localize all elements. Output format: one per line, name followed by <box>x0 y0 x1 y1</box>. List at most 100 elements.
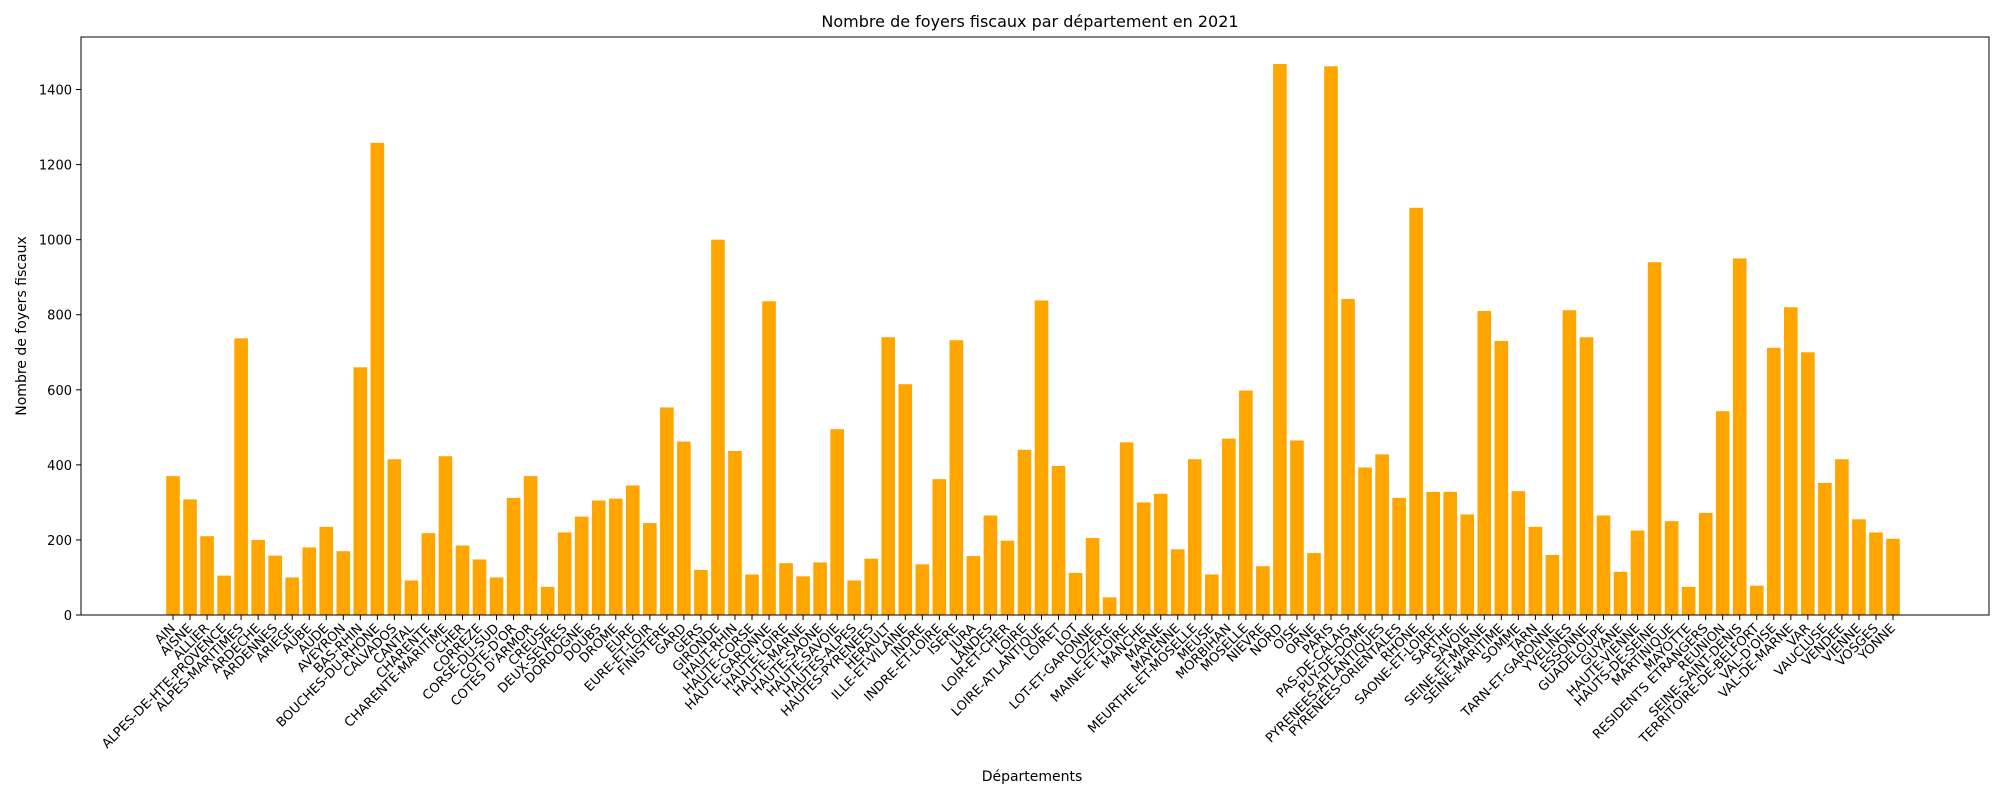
bar-haute-loire <box>779 563 793 615</box>
bar-charente-maritime <box>438 456 453 615</box>
bar-pas-de-calais <box>1341 298 1355 615</box>
bar-lot <box>1068 572 1083 615</box>
bar-maine-et-loire <box>1119 442 1134 615</box>
y-tick-label: 600 <box>47 384 72 399</box>
bar-orne <box>1307 553 1321 615</box>
bar-calvados <box>387 459 402 615</box>
bar-guadeloupe <box>1596 515 1611 615</box>
x-ticks-group: AINAISNEALLIERALPES-DE-HTE-PROVENCEALPES… <box>99 615 1899 752</box>
bar-loire-atlantique <box>1034 300 1049 615</box>
bar-aube <box>302 547 317 615</box>
bar-allier <box>200 536 214 615</box>
bar-tarn-et-garonne <box>1545 554 1560 615</box>
bar-loir-et-cher <box>1000 540 1015 615</box>
bar-hauts-de-seine <box>1647 262 1662 615</box>
bar-marne <box>1153 493 1168 615</box>
bar-alpes-maritimes <box>234 338 248 615</box>
bar-seine-saint-denis <box>1732 258 1747 615</box>
bar-corse-du-sud <box>489 577 504 615</box>
bar-isere <box>949 340 964 615</box>
bar-yonne <box>1886 538 1900 615</box>
bar-deux-sevres <box>557 532 572 615</box>
bar-jura <box>966 556 981 615</box>
bar-doubs <box>591 500 606 615</box>
bar-aude <box>319 526 334 615</box>
bar-eure <box>625 485 640 615</box>
bar-gers <box>694 569 708 615</box>
bar-morbihan <box>1222 438 1236 615</box>
bar-puy-de-dome <box>1358 467 1372 615</box>
bar-territoire-de-belfort <box>1749 585 1764 615</box>
plot-frame <box>80 36 1990 616</box>
bar-essonne <box>1579 337 1594 615</box>
bar-drome <box>608 498 623 615</box>
bar-bas-rhin <box>353 367 368 615</box>
bar-meuse <box>1205 574 1219 615</box>
bar-charente <box>421 533 436 615</box>
bar-meurthe-et-moselle <box>1187 459 1202 615</box>
bar-gard <box>677 441 691 615</box>
bar-creuse <box>540 586 555 615</box>
bar-cher <box>455 545 470 615</box>
y-axis-title: Nombre de foyers fiscaux <box>14 236 30 415</box>
bar-var <box>1801 352 1815 615</box>
y-tick-label: 0 <box>64 609 72 624</box>
bar-finistere <box>660 407 674 615</box>
y-tick-label: 200 <box>47 534 72 549</box>
bar-indre <box>915 564 930 615</box>
bar-haute-marne <box>796 576 810 615</box>
bar-landes <box>983 515 998 615</box>
bar-paris <box>1324 66 1338 615</box>
bar-haute-corse <box>745 574 759 615</box>
bar-val-de-marne <box>1784 307 1798 615</box>
bar-herault <box>881 337 896 615</box>
bar-rhone <box>1409 207 1423 615</box>
bar-sarthe <box>1443 491 1458 615</box>
bar-indre-et-loire <box>932 479 947 615</box>
bar-reunion <box>1715 411 1730 615</box>
bar-cotes-d-armor <box>523 476 538 615</box>
bar-martinique <box>1664 521 1679 615</box>
bar-val-d-oise <box>1766 347 1781 615</box>
bar-dordogne <box>574 516 589 615</box>
y-tick-label: 1000 <box>39 234 72 249</box>
bar-haute-savoie <box>830 429 844 615</box>
bar-aisne <box>183 499 197 615</box>
bar-ariege <box>285 577 300 615</box>
bar-aveyron <box>336 551 351 615</box>
bar-yvelines <box>1562 310 1577 615</box>
bar-haute-vienne <box>1630 530 1645 615</box>
bar-eure-et-loir <box>643 523 657 615</box>
bar-ille-et-vilaine <box>898 384 913 615</box>
y-tick-label: 800 <box>47 309 72 324</box>
bar-residents-etrangers <box>1698 512 1713 615</box>
bar-haut-rhin <box>728 450 742 615</box>
bars-group <box>166 64 1900 615</box>
y-tick-label: 400 <box>47 459 72 474</box>
bar-seine-maritime <box>1494 341 1509 615</box>
bar-oise <box>1290 440 1304 615</box>
bar-moselle <box>1239 390 1253 615</box>
bar-loire <box>1017 449 1032 615</box>
bar-nievre <box>1256 566 1270 615</box>
bar-lot-et-garonne <box>1085 538 1100 615</box>
y-tick-label: 1400 <box>39 84 72 99</box>
bar-correze <box>472 559 487 615</box>
y-tick-label: 1200 <box>39 159 72 174</box>
bar-mayenne <box>1170 549 1185 615</box>
x-axis-title: Départements <box>982 769 1083 785</box>
bar-vienne <box>1852 519 1866 615</box>
bar-guyane <box>1613 571 1628 615</box>
bar-cantal <box>404 580 419 615</box>
bar-saone-et-loire <box>1426 491 1441 615</box>
bar-bouches-du-rhone <box>370 142 385 615</box>
chart-title: Nombre de foyers fiscaux par département… <box>821 12 1238 31</box>
bar-tarn <box>1528 526 1543 615</box>
bar-ardennes <box>268 555 282 615</box>
bar-somme <box>1511 491 1526 615</box>
bar-lozere <box>1102 597 1117 615</box>
bar-mayotte <box>1681 586 1696 615</box>
bar-alpes-de-hte-provence <box>217 575 231 615</box>
bar-nord <box>1273 64 1287 615</box>
